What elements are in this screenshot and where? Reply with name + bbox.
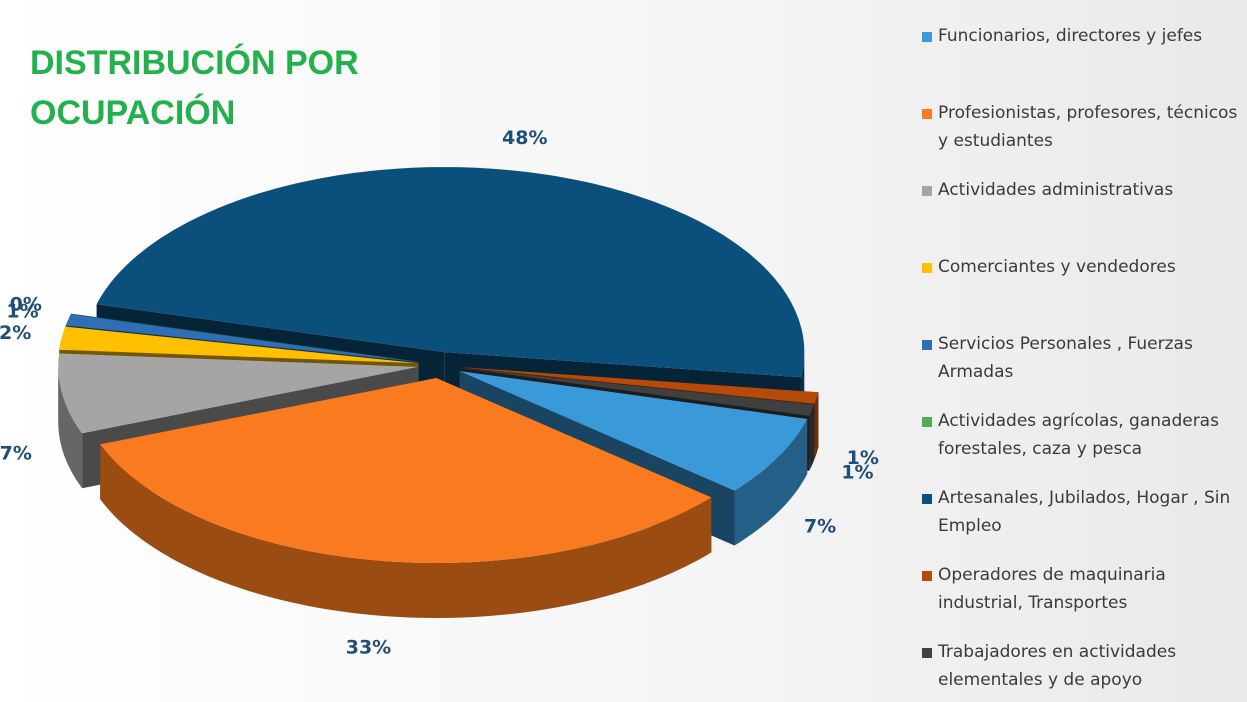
chart-title: DISTRIBUCIÓN POR OCUPACIÓN [30, 44, 359, 132]
legend-label: Actividades agrícolas, ganaderas foresta… [938, 411, 1219, 459]
legend-label: Funcionarios, directores y jefes [938, 26, 1203, 46]
legend-label: Actividades administrativas [938, 180, 1174, 200]
legend-swatch [922, 32, 932, 42]
legend-label: Trabajadores en actividades elementales … [938, 642, 1177, 690]
value-label: 1% [6, 301, 38, 323]
legend-swatch [922, 340, 932, 350]
legend-swatch [922, 186, 932, 196]
slice [96, 167, 805, 378]
slice-side [809, 404, 815, 471]
slice-side [814, 392, 819, 459]
legend-item: Trabajadores en actividades elementales … [922, 638, 1242, 694]
slice [100, 378, 712, 563]
value-label: 48% [502, 127, 547, 149]
slice [58, 353, 419, 434]
slice-side [100, 444, 712, 618]
value-label: 1% [841, 461, 873, 483]
slice [461, 368, 815, 416]
value-label: 33% [346, 636, 391, 658]
value-label: 2% [0, 322, 31, 344]
legend-item: Profesionistas, profesores, técnicos y e… [922, 99, 1242, 155]
value-label: 7% [0, 442, 32, 464]
slice [65, 314, 419, 362]
legend-swatch [922, 648, 932, 658]
legend-item: Artesanales, Jubilados, Hogar , Sin Empl… [922, 484, 1242, 540]
legend-swatch [922, 109, 932, 119]
slice [461, 367, 819, 404]
legend-item: Funcionarios, directores y jefes [922, 22, 1242, 50]
value-label: 0% [10, 294, 42, 316]
slice [459, 371, 808, 491]
legend-swatch [922, 417, 932, 427]
legend-item: Actividades administrativas [922, 176, 1242, 204]
legend-label: Comerciantes y vendedores [938, 257, 1176, 277]
chart: 7%33%7%2%1%0%48%1%1% [0, 127, 879, 658]
legend-item: Actividades agrícolas, ganaderas foresta… [922, 407, 1242, 463]
value-label: 1% [847, 447, 879, 469]
value-label: 7% [804, 516, 836, 538]
legend-item: Comerciantes y vendedores [922, 253, 1242, 281]
legend-swatch [922, 494, 932, 504]
legend-label: Operadores de maquinaria industrial, Tra… [938, 565, 1166, 613]
legend-swatch [922, 571, 932, 581]
legend-item: Servicios Personales , Fuerzas Armadas [922, 330, 1242, 386]
slice-side [58, 366, 83, 489]
slice [100, 378, 712, 618]
slice-side [734, 419, 808, 546]
legend-item: Operadores de maquinaria industrial, Tra… [922, 561, 1242, 617]
legend-swatch [922, 263, 932, 273]
legend-label: Servicios Personales , Fuerzas Armadas [938, 334, 1193, 382]
legend-label: Artesanales, Jubilados, Hogar , Sin Empl… [938, 488, 1231, 536]
legend-label: Profesionistas, profesores, técnicos y e… [938, 103, 1238, 151]
slice [59, 326, 419, 364]
